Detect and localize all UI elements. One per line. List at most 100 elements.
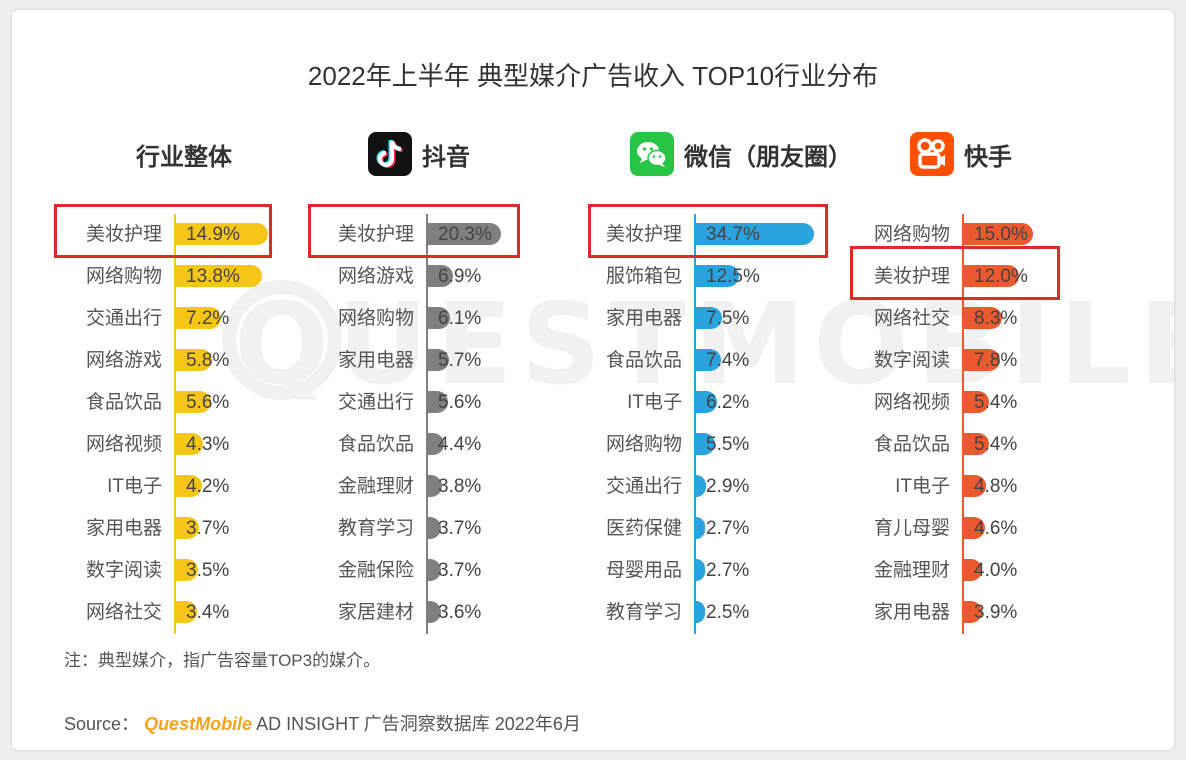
bar-row: 家用电器 7.5% <box>12 298 749 340</box>
bar-row: 网络社交 3.4% <box>12 592 292 634</box>
panel-overall: 行业整体 美妆护理 14.9% 网络购物 13.8% 交通出行 7.2% 网络游戏 5.8% 食… <box>12 10 292 750</box>
bar <box>696 475 706 497</box>
bar <box>428 265 453 287</box>
value-label: 4.8% <box>974 476 1018 497</box>
panel-title: 行业整体 <box>136 143 232 171</box>
value-label: 2.7% <box>706 518 750 539</box>
category-label: 家居建材 <box>337 602 414 623</box>
bar <box>428 475 442 497</box>
bar-row: 美妆护理 20.3% <box>12 214 502 256</box>
value-label: 6.2% <box>706 392 750 413</box>
bar <box>176 307 221 329</box>
bar-row: 食品饮品 5.4% <box>12 424 1017 466</box>
category-label: 金融理财 <box>873 560 950 581</box>
bar <box>696 559 706 581</box>
bar-row: 网络购物 15.0% <box>12 214 1033 256</box>
bar-row: 食品饮品 5.6% <box>12 382 292 424</box>
value-label: 3.4% <box>186 602 230 623</box>
value-label: 6.9% <box>438 266 482 287</box>
category-label: 网络购物 <box>605 434 682 455</box>
highlight-box <box>308 204 520 258</box>
category-label: 教育学习 <box>337 518 414 539</box>
bar <box>696 433 715 455</box>
highlight-box <box>850 246 1060 300</box>
panel-title: 抖音 <box>422 143 470 171</box>
category-label: 网络视频 <box>873 392 950 413</box>
value-label: 7.2% <box>186 308 230 329</box>
bar <box>176 433 203 455</box>
bar <box>964 433 989 455</box>
highlight-box <box>588 204 828 258</box>
value-label: 12.0% <box>974 266 1028 287</box>
bar <box>696 349 722 371</box>
category-label: 数字阅读 <box>873 350 950 371</box>
value-label: 5.6% <box>186 392 230 413</box>
category-label: 教育学习 <box>605 602 682 623</box>
bar-row: 网络游戏 6.9% <box>12 256 481 298</box>
category-label: 金融保险 <box>337 560 414 581</box>
category-label: 家用电器 <box>873 602 950 623</box>
bar <box>176 601 198 623</box>
value-label: 3.8% <box>438 476 482 497</box>
bar-row: IT电子 6.2% <box>12 382 749 424</box>
category-label: IT电子 <box>895 476 950 497</box>
category-label: 美妆护理 <box>605 224 682 245</box>
chart-title: 2022年上半年 典型媒介广告收入 TOP10行业分布 <box>307 61 879 91</box>
panel-header: 微信（朋友圈） <box>630 132 852 176</box>
category-label: 育儿母婴 <box>873 518 950 539</box>
value-label: 4.2% <box>186 476 230 497</box>
category-label: 数字阅读 <box>85 560 162 581</box>
bar-row: 家用电器 3.9% <box>12 592 1017 634</box>
bar <box>176 223 269 245</box>
axis-line <box>174 214 176 634</box>
value-label: 3.9% <box>974 602 1018 623</box>
kuaishou-logo-icon <box>910 132 954 176</box>
bar-row: 医药保健 2.7% <box>12 508 749 550</box>
category-label: 家用电器 <box>337 350 414 371</box>
bar-row: IT电子 4.2% <box>12 466 292 508</box>
bar-row: 交通出行 5.6% <box>12 382 481 424</box>
bar-row: 网络视频 5.4% <box>12 382 1017 424</box>
bar-row: 教育学习 3.7% <box>12 508 481 550</box>
bar <box>176 349 212 371</box>
bar-row: 美妆护理 34.7% <box>12 214 814 256</box>
bar <box>696 265 739 287</box>
value-label: 34.7% <box>706 224 760 245</box>
bar <box>696 223 814 245</box>
value-label: 15.0% <box>974 224 1028 245</box>
bar <box>428 433 444 455</box>
bar <box>428 391 449 413</box>
category-label: 家用电器 <box>85 518 162 539</box>
category-label: 美妆护理 <box>873 266 950 287</box>
bar-row: 网络购物 13.8% <box>12 256 292 298</box>
value-label: 4.0% <box>974 560 1018 581</box>
value-label: 4.4% <box>438 434 482 455</box>
category-label: 母婴用品 <box>605 560 682 581</box>
category-label: 家用电器 <box>605 308 682 329</box>
value-label: 12.5% <box>706 266 760 287</box>
bar <box>696 517 706 539</box>
bar-row: 交通出行 7.2% <box>12 298 292 340</box>
value-label: 14.9% <box>186 224 240 245</box>
category-label: 美妆护理 <box>337 224 414 245</box>
value-label: 5.5% <box>706 434 750 455</box>
wechat-logo-icon <box>630 132 674 176</box>
value-label: 3.7% <box>186 518 230 539</box>
category-label: 网络购物 <box>873 224 950 245</box>
category-label: 交通出行 <box>85 308 162 329</box>
category-label: IT电子 <box>627 392 682 413</box>
source-line: Source： QuestMobile AD INSIGHT 广告洞察数据库 2… <box>64 710 581 736</box>
bar <box>964 265 1020 287</box>
bar <box>428 559 442 581</box>
panel-header: 行业整体 <box>136 132 232 176</box>
bar <box>428 307 450 329</box>
value-label: 2.7% <box>706 560 750 581</box>
value-label: 3.7% <box>438 560 482 581</box>
category-label: 金融理财 <box>337 476 414 497</box>
bar-row: 网络视频 4.3% <box>12 424 292 466</box>
value-label: 4.6% <box>974 518 1018 539</box>
bar-row: 育儿母婴 4.6% <box>12 508 1017 550</box>
category-label: 交通出行 <box>605 476 682 497</box>
category-label: 医药保健 <box>605 518 682 539</box>
bar-row: 美妆护理 12.0% <box>12 256 1028 298</box>
